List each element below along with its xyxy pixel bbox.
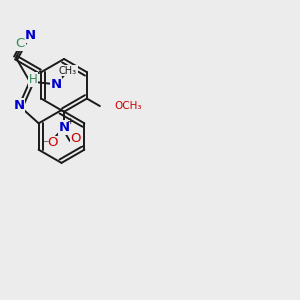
Text: C: C [16, 37, 25, 50]
Text: N: N [14, 99, 25, 112]
Text: O: O [70, 132, 81, 145]
Text: N: N [58, 121, 70, 134]
Text: CH₃: CH₃ [59, 66, 77, 76]
Text: OCH₃: OCH₃ [115, 101, 142, 111]
Text: H: H [29, 73, 38, 86]
Text: +: + [66, 118, 73, 127]
Text: O: O [48, 136, 58, 149]
Text: N: N [25, 29, 36, 42]
Text: N: N [50, 78, 62, 91]
Text: ⁻: ⁻ [42, 138, 49, 151]
